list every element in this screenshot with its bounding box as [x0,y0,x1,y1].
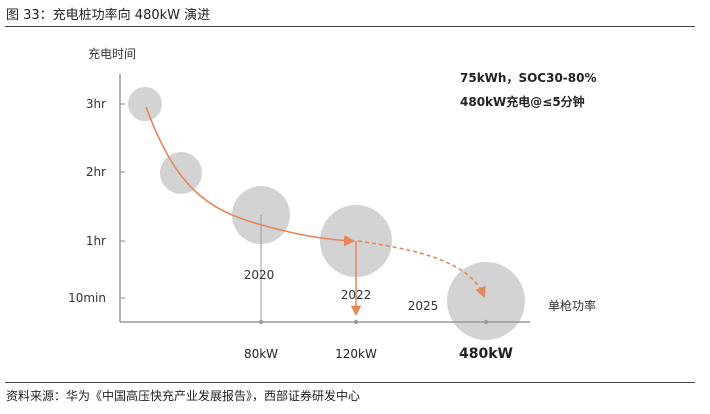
y-tick-label: 1hr [86,234,106,248]
x-tick-label: 120kW [335,347,377,361]
bubble-1 [128,87,162,121]
y-tick-label: 10min [68,291,106,305]
x-tick-mark-3 [483,319,489,325]
y-axis-title: 充电时间 [88,46,136,61]
curve-layer [145,106,486,322]
year-label-2020: 2020 [244,268,275,282]
y-tick-label: 3hr [86,97,106,111]
top-rule [5,26,695,27]
x-tick-mark-2 [353,319,359,325]
x-tick-label: 480kW [459,346,513,362]
x-axis-title: 单枪功率 [548,298,596,313]
bubbles-layer [128,87,525,340]
source-note: 资料来源：华为《中国高压快充产业发展报告》，西部证券研发中心 [6,389,361,403]
axes-layer [119,74,530,325]
bubble-2 [160,152,202,194]
year-label-2022: 2022 [341,288,372,302]
figure-title: 图 33：充电桩功率向 480kW 演进 [6,8,211,23]
annotation-line-1: 75kWh，SOC30-80% [460,71,597,85]
x-tick-label: 80kW [244,347,278,361]
bottom-rule [5,382,695,383]
bubble-5 [447,262,525,340]
y-tick-label: 2hr [86,165,106,179]
trajectory-curve [145,106,356,247]
projection-dashed-curve [357,240,486,299]
year-label-2025: 2025 [408,299,439,313]
annotation-line-2: 480kW充电@≤5分钟 [460,94,585,109]
